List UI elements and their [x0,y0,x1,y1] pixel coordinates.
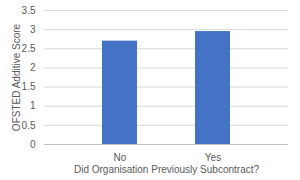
svg-text:No: No [114,152,127,163]
svg-text:1.5: 1.5 [22,81,36,92]
svg-text:0: 0 [30,139,36,150]
svg-text:0.5: 0.5 [22,120,36,131]
svg-text:OFSTED Additive Score: OFSTED Additive Score [11,23,22,131]
svg-text:2.5: 2.5 [22,43,36,54]
svg-text:1: 1 [30,100,36,111]
svg-text:Did Organisation Previously Su: Did Organisation Previously Subcontract? [74,164,260,175]
svg-text:3.5: 3.5 [22,5,36,16]
svg-text:3: 3 [30,24,36,35]
svg-text:Yes: Yes [205,152,221,163]
svg-text:2: 2 [30,62,36,73]
